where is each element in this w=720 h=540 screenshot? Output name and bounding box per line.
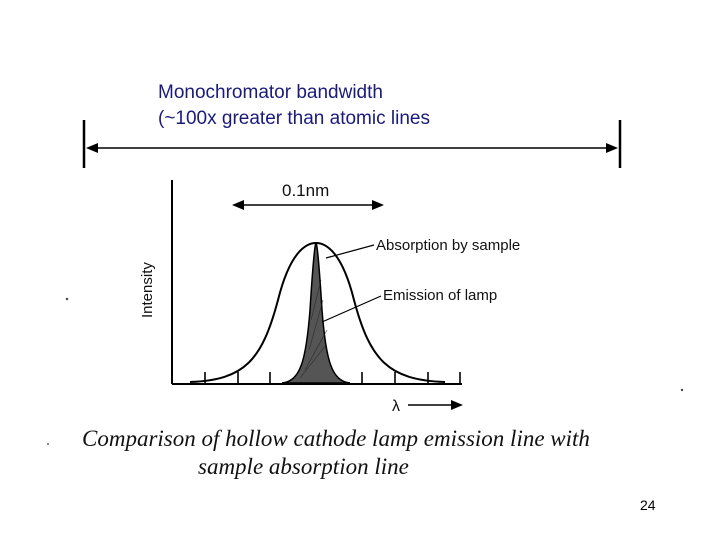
x-axis-label: λ [392,398,400,415]
width-arrow [232,200,384,210]
width-label: 0.1nm [282,181,329,200]
bandwidth-label: Monochromator bandwidth (~100x greater t… [158,80,430,132]
emission-label: Emission of lamp [383,287,497,304]
scan-speck [65,297,69,301]
scan-speck [680,388,684,392]
bandwidth-arrowhead-left [86,143,98,153]
caption-line1: Comparison of hollow cathode lamp emissi… [82,426,590,451]
x-axis-ticks [204,372,461,384]
bandwidth-label-line1: Monochromator bandwidth [158,82,383,103]
y-axis-label: Intensity [139,262,156,318]
bandwidth-arrowhead-right [606,143,618,153]
lambda-arrow [408,400,463,410]
figure-caption: Comparison of hollow cathode lamp emissi… [82,425,590,481]
width-arrowhead-left [232,200,244,210]
emission-line-hatching [299,279,328,379]
bandwidth-label-line2: (~100x greater than atomic lines [158,108,430,129]
page-number: 24 [640,497,656,513]
emission-leader-line [321,295,382,323]
caption-line2: sample absorption line [198,454,409,479]
plot-axes [171,180,462,385]
bandwidth-arrow [82,120,622,168]
emission-line-fill [281,242,351,384]
absorption-leader-line [325,244,375,259]
width-arrowhead-right [372,200,384,210]
absorption-label: Absorption by sample [376,237,520,254]
scan-speck [47,443,49,445]
